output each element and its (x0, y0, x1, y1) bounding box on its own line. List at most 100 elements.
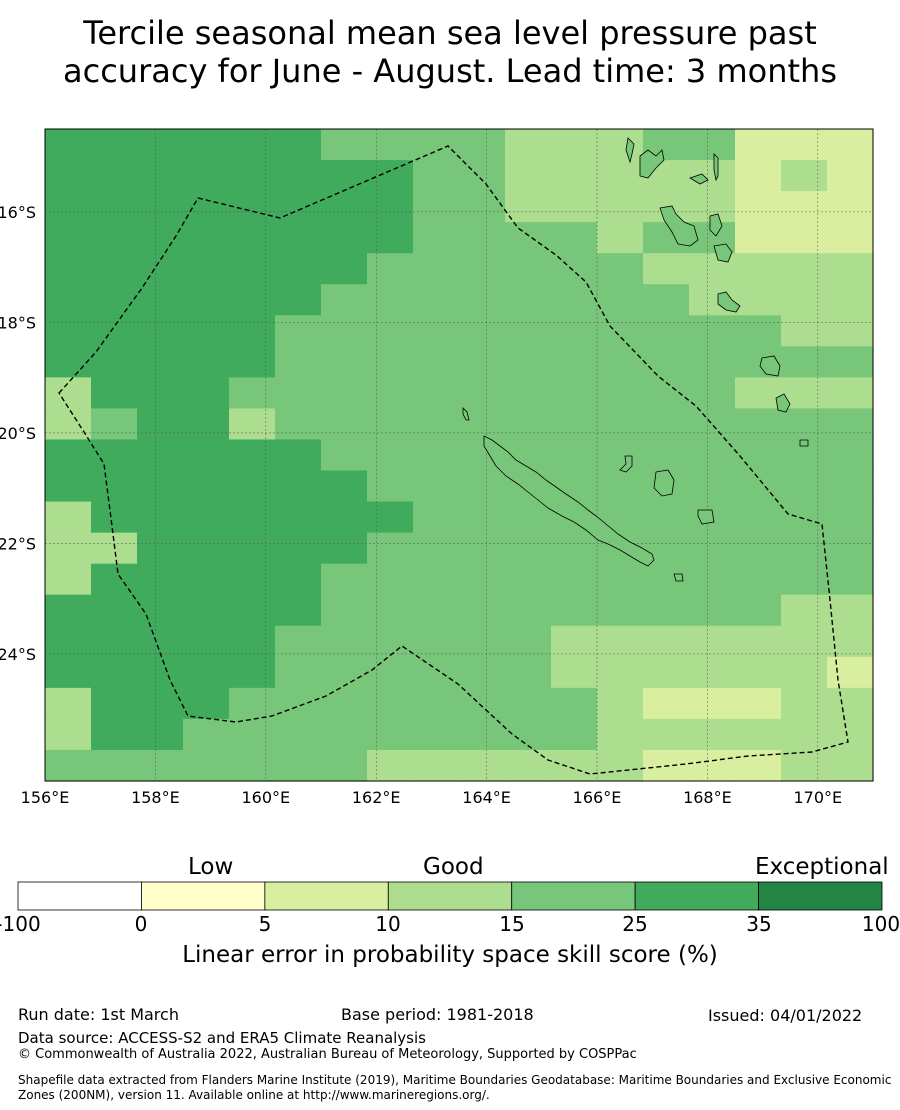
grid-cell (459, 501, 506, 534)
grid-cell (459, 656, 506, 689)
longitude-label: 160°E (241, 788, 290, 807)
grid-cell (367, 377, 414, 410)
grid-cell (229, 470, 276, 503)
grid-cell (91, 749, 138, 782)
grid-cell (735, 129, 782, 161)
grid-cell (45, 346, 92, 378)
grid-cell (735, 408, 782, 441)
grid-cell (91, 191, 138, 223)
grid-cell (505, 346, 552, 378)
grid-cell (45, 439, 92, 472)
category-low: Low (188, 854, 234, 880)
grid-cell (551, 563, 598, 596)
grid-cell (413, 284, 460, 316)
grid-cell (597, 563, 644, 596)
grid-cell (137, 315, 184, 347)
grid-cell (643, 501, 690, 534)
grid-cell (275, 253, 322, 285)
grid-cell (735, 284, 782, 316)
grid-cell (91, 129, 138, 161)
longitude-labels: 156°E 158°E 160°E 162°E 164°E 166°E 168°E 170°E (21, 788, 842, 807)
grid-cell (321, 377, 368, 410)
grid-cell (735, 222, 782, 254)
grid-cell (597, 656, 644, 689)
grid-cell (459, 563, 506, 596)
grid-cell (137, 191, 184, 223)
grid-cell (689, 315, 736, 347)
data-source: Data source: ACCESS-S2 and ERA5 Climate … (18, 1029, 426, 1047)
grid-cell (689, 594, 736, 627)
grid-cell (781, 129, 828, 161)
grid-cell (229, 346, 276, 378)
grid-cell (597, 346, 644, 378)
grid-cell (643, 253, 690, 285)
category-exceptional: Exceptional (755, 854, 889, 880)
grid-cell (505, 315, 552, 347)
grid-cell (413, 687, 460, 720)
grid-cell (183, 377, 230, 410)
category-good: Good (423, 854, 484, 880)
vanuatu-pentecost (709, 213, 723, 237)
grid-cell (137, 470, 184, 503)
latitude-label: 22°S (0, 534, 36, 553)
grid-cell (689, 687, 736, 720)
grid-cell (367, 625, 414, 658)
grid-cell (45, 408, 92, 441)
colorbar-tick: 15 (499, 912, 525, 936)
grid-cell (229, 377, 276, 410)
grid-cell (643, 315, 690, 347)
grid-cell (781, 563, 828, 596)
grid-cell (413, 315, 460, 347)
colorbar-tick: 25 (622, 912, 648, 936)
base-period: Base period: 1981-2018 (341, 1005, 534, 1024)
coastlines (462, 137, 809, 582)
grid-cell (781, 284, 828, 316)
grid-cell (459, 315, 506, 347)
grid-cell (551, 408, 598, 441)
grid-cell (551, 439, 598, 472)
grid-cell (183, 687, 230, 720)
colorbar-segment (141, 881, 266, 911)
grid-cell (229, 532, 276, 565)
grid-cell (321, 129, 368, 161)
grid-cell (91, 253, 138, 285)
grid-cell (229, 687, 276, 720)
grid-cell (781, 191, 828, 223)
grid-cell (827, 625, 874, 658)
grid-cell (367, 346, 414, 378)
grid-cell (413, 656, 460, 689)
grid-cell (459, 594, 506, 627)
grid-cell (413, 439, 460, 472)
grid-cell (137, 439, 184, 472)
grid-cell (413, 625, 460, 658)
colorbar-tick: 0 (134, 912, 148, 936)
grid-cell (827, 222, 874, 254)
grid-cell (413, 532, 460, 565)
vanuatu-espiritu-santo (659, 205, 699, 247)
grid-cell (551, 284, 598, 316)
grid-cell (367, 687, 414, 720)
grid-cell (45, 625, 92, 658)
grid-cell (689, 408, 736, 441)
grid-cell (827, 501, 874, 534)
grid-cell (321, 532, 368, 565)
grid-cell (597, 315, 644, 347)
grid-cell (91, 501, 138, 534)
grid-cell (45, 253, 92, 285)
grid-cell (827, 284, 874, 316)
grid-cell (183, 501, 230, 534)
grid-cell (91, 563, 138, 596)
grid-cell (735, 625, 782, 658)
grid-cell (321, 470, 368, 503)
grid-cell (413, 563, 460, 596)
grid-cell (137, 129, 184, 161)
grid-cell (735, 470, 782, 503)
grid-cell (689, 563, 736, 596)
grid-cell (551, 749, 598, 782)
grid-cell (91, 656, 138, 689)
grid-cell (275, 687, 322, 720)
grid-cell (367, 656, 414, 689)
grid-cell (91, 439, 138, 472)
grid-cell (183, 253, 230, 285)
grid-cell (505, 408, 552, 441)
